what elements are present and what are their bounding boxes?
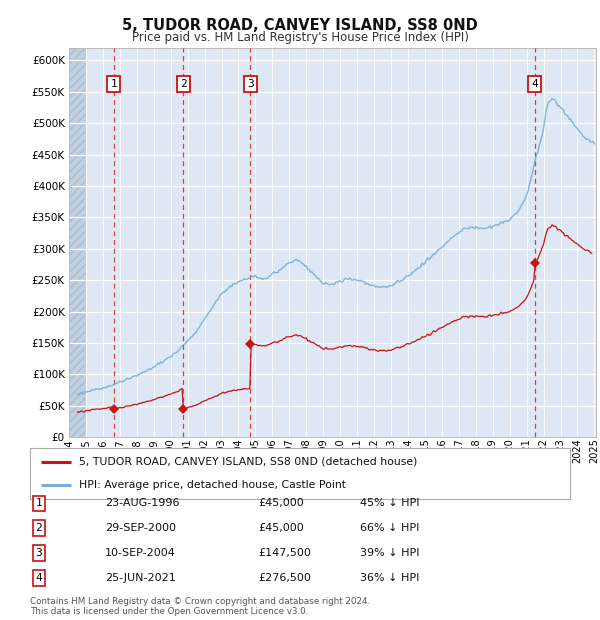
Text: 3: 3	[247, 79, 254, 89]
Text: 5, TUDOR ROAD, CANVEY ISLAND, SS8 0ND: 5, TUDOR ROAD, CANVEY ISLAND, SS8 0ND	[122, 18, 478, 33]
Text: £276,500: £276,500	[258, 573, 311, 583]
Text: HPI: Average price, detached house, Castle Point: HPI: Average price, detached house, Cast…	[79, 480, 346, 490]
Text: £147,500: £147,500	[258, 548, 311, 558]
Text: Contains HM Land Registry data © Crown copyright and database right 2024.: Contains HM Land Registry data © Crown c…	[30, 597, 370, 606]
Text: 10-SEP-2004: 10-SEP-2004	[105, 548, 176, 558]
Text: 2: 2	[180, 79, 187, 89]
Text: 29-SEP-2000: 29-SEP-2000	[105, 523, 176, 533]
Text: 36% ↓ HPI: 36% ↓ HPI	[360, 573, 419, 583]
Text: 4: 4	[35, 573, 43, 583]
Text: This data is licensed under the Open Government Licence v3.0.: This data is licensed under the Open Gov…	[30, 607, 308, 616]
Bar	[69, 48, 85, 437]
Text: 1: 1	[35, 498, 43, 508]
Text: 25-JUN-2021: 25-JUN-2021	[105, 573, 176, 583]
Text: 2: 2	[35, 523, 43, 533]
Text: £45,000: £45,000	[258, 498, 304, 508]
Text: 66% ↓ HPI: 66% ↓ HPI	[360, 523, 419, 533]
Text: 45% ↓ HPI: 45% ↓ HPI	[360, 498, 419, 508]
Text: 1: 1	[110, 79, 117, 89]
Text: 3: 3	[35, 548, 43, 558]
Text: Price paid vs. HM Land Registry's House Price Index (HPI): Price paid vs. HM Land Registry's House …	[131, 31, 469, 44]
Text: 39% ↓ HPI: 39% ↓ HPI	[360, 548, 419, 558]
Bar	[69, 48, 85, 437]
Text: 23-AUG-1996: 23-AUG-1996	[105, 498, 179, 508]
Text: 5, TUDOR ROAD, CANVEY ISLAND, SS8 0ND (detached house): 5, TUDOR ROAD, CANVEY ISLAND, SS8 0ND (d…	[79, 457, 417, 467]
Text: £45,000: £45,000	[258, 523, 304, 533]
Text: 4: 4	[532, 79, 538, 89]
